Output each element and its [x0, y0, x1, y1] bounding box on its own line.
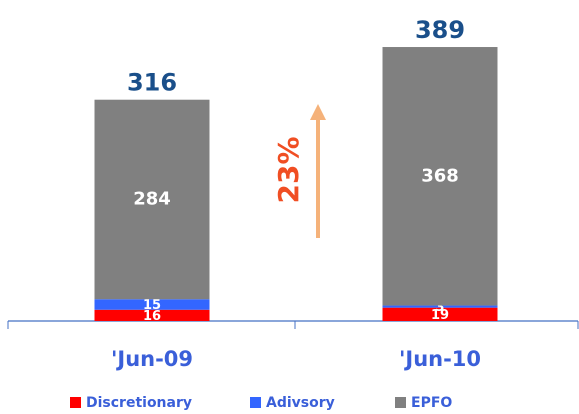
total-label: 316 [127, 69, 177, 97]
x-tick-label: 'Jun-09 [111, 347, 193, 371]
bar-segment [382, 305, 498, 308]
segment-label: 19 [431, 308, 449, 323]
growth-annotation: 23% [272, 136, 305, 203]
bar-segment [94, 299, 210, 310]
x-tick-label: 'Jun-10 [399, 347, 481, 371]
legend-label: Adivsory [266, 395, 335, 411]
segment-label: 3 [435, 300, 444, 315]
legend-swatch [70, 397, 81, 408]
legend-label: EPFO [411, 395, 452, 411]
segment-label: 15 [143, 298, 161, 313]
growth-arrow-head [310, 104, 326, 120]
legend-swatch [395, 397, 406, 408]
bar-segment [382, 47, 498, 306]
segment-label: 284 [133, 188, 171, 209]
legend-label: Discretionary [86, 395, 192, 411]
segment-label: 368 [421, 165, 459, 186]
bar-segment [94, 309, 210, 321]
segment-label: 16 [143, 309, 161, 324]
legend-swatch [250, 397, 261, 408]
total-label: 389 [415, 16, 465, 44]
bar-segment [94, 99, 210, 300]
bar-segment [382, 307, 498, 321]
